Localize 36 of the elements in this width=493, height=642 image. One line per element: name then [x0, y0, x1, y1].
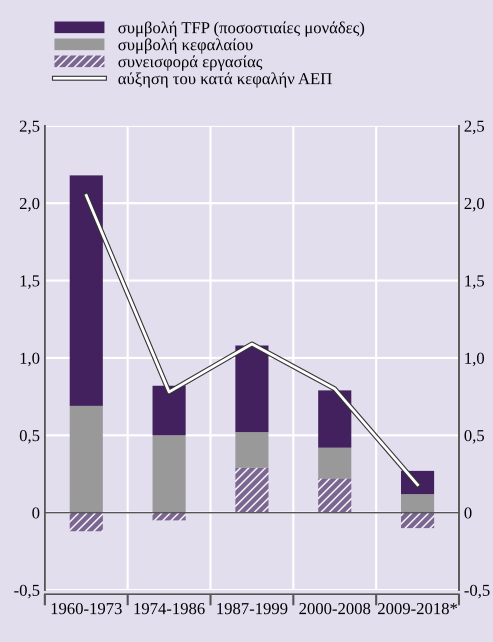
- legend-label: συνεισφορά εργασίας: [118, 55, 262, 71]
- bar: [70, 406, 103, 513]
- y2-tick-label: 0,5: [464, 430, 484, 444]
- bar: [401, 512, 434, 528]
- x-tick-label: 2000-2008: [299, 602, 370, 614]
- legend-label: συμβολή TFP (ποσοστιαίες μονάδες): [118, 21, 364, 37]
- x-tick-label: 1960-1973: [52, 602, 122, 614]
- y-tick-label: -0,5: [14, 584, 40, 598]
- legend-label: συμβολή κεφαλαίου: [118, 38, 253, 54]
- bar: [318, 390, 352, 448]
- y2-tick-label: 1,0: [465, 352, 484, 366]
- y-tick-label: 2,0: [20, 198, 40, 212]
- y-tick-label: 1,0: [20, 352, 40, 366]
- y2-tick-label: 2,0: [464, 198, 484, 212]
- y2-tick-label: 2,5: [464, 120, 484, 134]
- bar: [235, 432, 268, 468]
- bar: [235, 468, 268, 513]
- x-tick-label: 1974-1986: [134, 602, 205, 614]
- y-tick-label: 0: [32, 507, 40, 519]
- bar: [70, 512, 103, 532]
- bar: [318, 478, 352, 513]
- bar: [70, 175, 103, 406]
- bar: [401, 494, 434, 513]
- x-tick-label: 2009-2018*: [378, 602, 458, 614]
- bar: [152, 435, 186, 513]
- bar: [318, 448, 352, 479]
- y2-tick-label: 0: [464, 507, 472, 519]
- y-tick-label: 2,5: [20, 120, 40, 134]
- y2-tick-label: -0,5: [464, 584, 490, 598]
- x-tick-label: 1987-1999: [217, 602, 288, 614]
- y-tick-label: 0,5: [20, 430, 40, 444]
- y-tick-label: 1,5: [20, 275, 40, 289]
- bar: [152, 386, 186, 436]
- legend-label: αύξηση του κατά κεφαλήν ΑΕΠ: [118, 72, 332, 88]
- bar: [235, 346, 268, 432]
- y2-tick-label: 1,5: [465, 275, 484, 289]
